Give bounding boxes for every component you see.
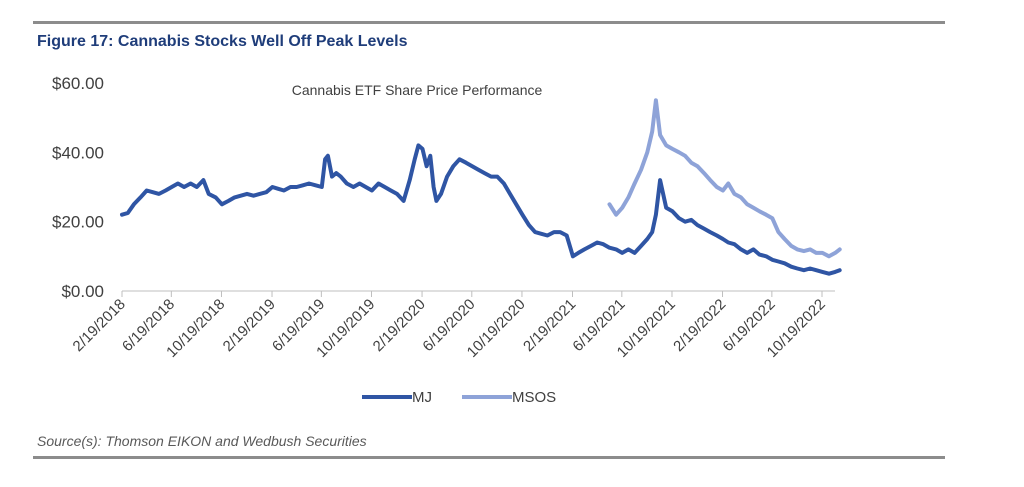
series-line-mj	[120, 143, 842, 276]
x-axis: 2/19/20186/19/201810/19/20182/19/20196/1…	[70, 290, 835, 361]
source-note: Source(s): Thomson EIKON and Wedbush Sec…	[37, 433, 367, 449]
legend-label-mj: MJ	[412, 389, 432, 406]
y-tick-label: $0.00	[61, 282, 104, 301]
y-tick-label: $60.00	[52, 74, 104, 93]
series-group	[120, 98, 842, 276]
legend-label-msos: MSOS	[512, 389, 556, 406]
legend: MJ MSOS	[362, 389, 556, 406]
y-tick-label: $20.00	[52, 213, 104, 232]
x-tick-label: 2/19/2022	[670, 296, 729, 355]
x-tick-label: 2/19/2021	[520, 296, 579, 355]
x-tick-label: 2/19/2020	[370, 296, 429, 355]
series-line-msos	[607, 98, 842, 259]
top-rule	[33, 21, 945, 24]
x-tick-label: 2/19/2018	[70, 296, 129, 355]
figure-title: Figure 17: Cannabis Stocks Well Off Peak…	[37, 33, 408, 50]
x-tick-label: 2/19/2019	[220, 296, 279, 355]
y-tick-label: $40.00	[52, 143, 104, 162]
bottom-rule	[33, 456, 945, 459]
chart-title: Cannabis ETF Share Price Performance	[292, 82, 543, 98]
y-axis: $0.00 $20.00 $40.00 $60.00	[52, 74, 104, 301]
